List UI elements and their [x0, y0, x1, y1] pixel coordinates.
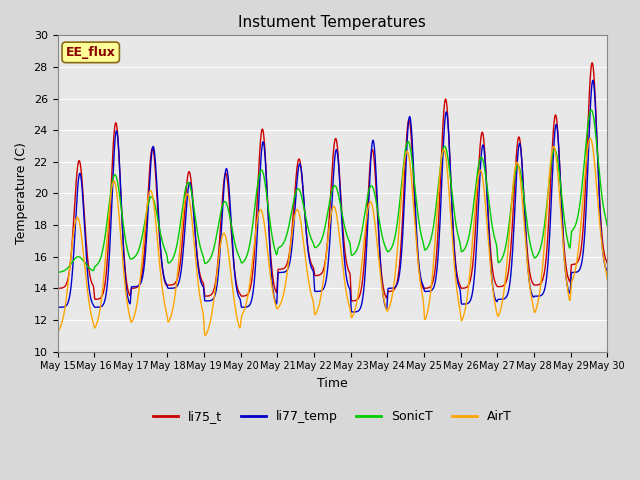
AirT: [54, 329, 61, 335]
Text: EE_flux: EE_flux: [66, 46, 116, 59]
SonicT: [492, 240, 500, 245]
X-axis label: Time: Time: [317, 377, 348, 390]
li75_t: [604, 260, 611, 266]
Title: Instument Temperatures: Instument Temperatures: [239, 15, 426, 30]
AirT: [586, 135, 594, 141]
li75_t: [555, 146, 563, 152]
SonicT: [54, 269, 61, 275]
li75_t: [360, 258, 368, 264]
AirT: [604, 276, 611, 282]
SonicT: [604, 223, 611, 229]
li77_temp: [570, 270, 578, 276]
AirT: [207, 315, 215, 321]
li75_t: [348, 298, 356, 304]
li75_t: [207, 292, 214, 298]
li77_temp: [54, 304, 61, 310]
SonicT: [348, 252, 356, 258]
Legend: li75_t, li77_temp, SonicT, AirT: li75_t, li77_temp, SonicT, AirT: [148, 405, 516, 428]
AirT: [202, 333, 209, 338]
Line: li77_temp: li77_temp: [58, 80, 607, 312]
li77_temp: [589, 77, 596, 83]
li75_t: [492, 282, 500, 288]
li75_t: [349, 298, 356, 304]
AirT: [349, 314, 356, 320]
AirT: [570, 272, 578, 278]
SonicT: [555, 164, 563, 170]
li77_temp: [492, 298, 500, 304]
SonicT: [588, 107, 595, 113]
Y-axis label: Temperature (C): Temperature (C): [15, 143, 28, 244]
li77_temp: [360, 281, 368, 287]
li77_temp: [348, 309, 356, 315]
li75_t: [54, 286, 61, 291]
li75_t: [588, 60, 596, 66]
SonicT: [360, 215, 368, 221]
Line: SonicT: SonicT: [58, 110, 607, 272]
AirT: [360, 236, 368, 242]
SonicT: [570, 226, 578, 231]
li77_temp: [604, 268, 611, 274]
AirT: [492, 307, 500, 312]
li77_temp: [349, 309, 356, 315]
li75_t: [570, 262, 578, 267]
SonicT: [207, 254, 214, 260]
Line: AirT: AirT: [58, 138, 607, 336]
AirT: [555, 183, 563, 189]
Line: li75_t: li75_t: [58, 63, 607, 301]
li77_temp: [207, 298, 214, 303]
li77_temp: [555, 146, 563, 152]
